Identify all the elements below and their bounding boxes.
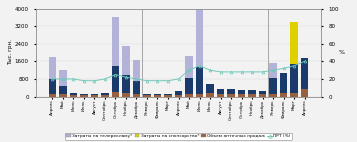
Bar	[49, 57, 56, 79]
Bar	[290, 64, 298, 93]
Bar	[49, 94, 56, 97]
Bar	[122, 75, 130, 93]
Bar	[59, 85, 67, 94]
Bar	[154, 95, 161, 97]
Bar	[143, 95, 151, 97]
Bar	[196, 67, 203, 94]
Bar	[101, 95, 109, 97]
Bar	[70, 95, 77, 97]
Bar	[280, 73, 287, 93]
Bar	[164, 94, 172, 95]
Bar	[70, 93, 77, 95]
Bar	[259, 94, 266, 97]
Bar	[101, 93, 109, 95]
Bar	[269, 94, 277, 97]
Bar	[164, 95, 172, 97]
Y-axis label: Тыс. грн.: Тыс. грн.	[8, 40, 13, 65]
Bar	[248, 90, 256, 94]
Bar	[133, 81, 140, 94]
Bar	[206, 93, 214, 97]
Bar	[238, 89, 245, 94]
Bar	[259, 91, 266, 94]
Bar	[196, 94, 203, 97]
Bar	[112, 17, 119, 66]
Bar	[122, 46, 130, 75]
Bar	[269, 78, 277, 94]
Bar	[301, 89, 308, 97]
Bar	[290, 22, 298, 64]
Bar	[206, 84, 214, 93]
Bar	[80, 95, 88, 97]
Bar	[59, 94, 67, 97]
Bar	[143, 94, 151, 95]
Bar	[185, 56, 193, 78]
Bar	[185, 78, 193, 94]
Bar	[175, 95, 182, 97]
Bar	[175, 91, 182, 95]
Bar	[217, 89, 224, 94]
Bar	[133, 60, 140, 81]
Bar	[238, 94, 245, 97]
Bar	[248, 94, 256, 97]
Bar	[122, 93, 130, 97]
Legend: Затраты на телерекламу*, Затраты на спонсорство*, Объем аптечных продаж, ПРТ (%): Затраты на телерекламу*, Затраты на спон…	[65, 132, 292, 140]
Bar	[196, 6, 203, 67]
Bar	[112, 66, 119, 92]
Bar	[59, 70, 67, 85]
Bar	[227, 94, 235, 97]
Y-axis label: %: %	[338, 50, 345, 55]
Bar	[227, 89, 235, 94]
Bar	[301, 58, 308, 89]
Bar	[269, 63, 277, 78]
Bar	[290, 93, 298, 97]
Bar	[80, 94, 88, 95]
Bar	[49, 79, 56, 94]
Bar	[133, 94, 140, 97]
Bar	[91, 94, 98, 95]
Bar	[185, 94, 193, 97]
Bar	[154, 94, 161, 95]
Bar	[217, 94, 224, 97]
Bar	[112, 92, 119, 97]
Bar	[91, 95, 98, 97]
Bar	[280, 93, 287, 97]
